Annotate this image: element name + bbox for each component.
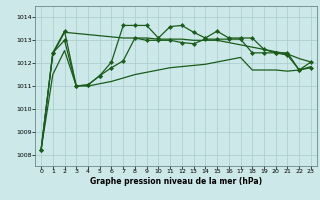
X-axis label: Graphe pression niveau de la mer (hPa): Graphe pression niveau de la mer (hPa) — [90, 177, 262, 186]
